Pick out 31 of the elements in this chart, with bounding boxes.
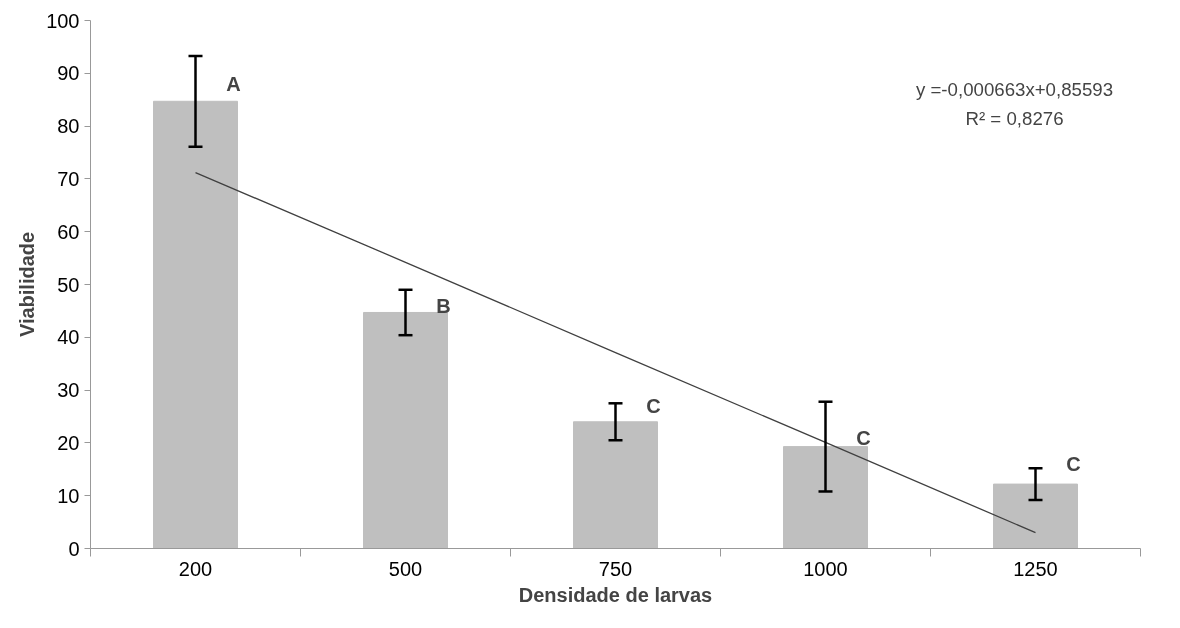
y-tick-label: 40 <box>57 326 80 349</box>
annotation: C <box>856 426 871 449</box>
y-tick-label: 90 <box>57 62 80 85</box>
annotation: C <box>646 394 661 417</box>
annotation: A <box>226 72 241 95</box>
x-tick-label: 1250 <box>1013 557 1058 580</box>
x-tick-label: 500 <box>388 557 423 580</box>
x-tick-label: 1000 <box>803 557 848 580</box>
y-tick-label: 30 <box>57 379 80 402</box>
y-axis-title: Viabilidade <box>16 231 39 338</box>
x-axis-title: Densidade de larvas <box>518 583 713 606</box>
y-tick-label: 80 <box>57 115 80 138</box>
bar <box>783 446 868 549</box>
y-tick-label: 20 <box>57 431 80 454</box>
bar <box>363 311 448 549</box>
bar <box>153 100 238 549</box>
bar <box>993 483 1078 549</box>
annotation: y =-0,000663x+0,85593 <box>915 78 1114 100</box>
y-tick-label: 70 <box>57 167 80 190</box>
bar <box>573 421 658 549</box>
y-tick-label: 10 <box>57 484 80 507</box>
y-tick-label: 50 <box>57 273 80 296</box>
x-tick-label: 750 <box>598 557 633 580</box>
annotation: B <box>436 294 451 317</box>
annotation: C <box>1066 453 1081 476</box>
y-tick-label: 60 <box>57 220 80 243</box>
line-series <box>194 171 1037 534</box>
y-tick-label: 100 <box>46 9 80 32</box>
annotation: R² = 0,8276 <box>965 107 1064 129</box>
y-tick-label: 0 <box>68 537 80 560</box>
x-tick-label: 200 <box>178 557 213 580</box>
